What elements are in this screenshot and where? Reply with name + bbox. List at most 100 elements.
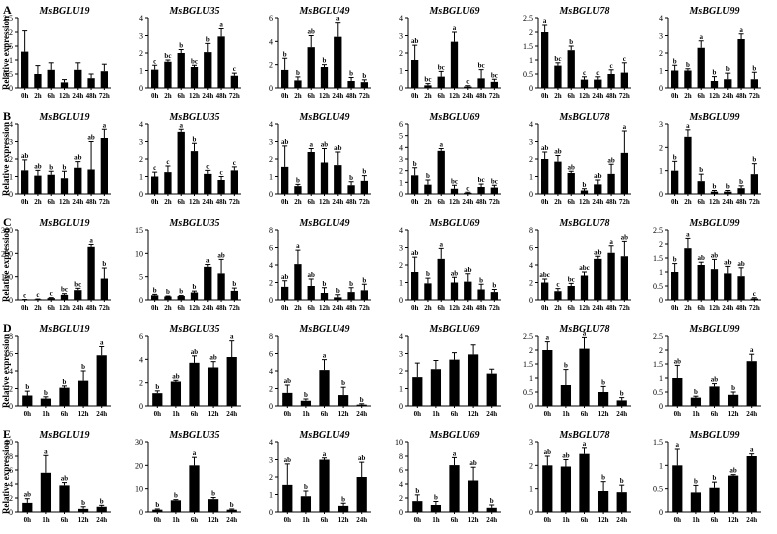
chart-D-2-xtick-label: 6h: [191, 410, 199, 418]
chart-E-1-sig-letter: a: [44, 447, 48, 455]
chart-D-5-bar: [542, 350, 553, 406]
chart-B-6-bar: [737, 188, 745, 194]
chart-C-4-xtick-label: 48h: [476, 304, 487, 312]
chart-E-3-sig-letter: b: [341, 495, 345, 503]
chart-B-5-xtick-label: 2h: [554, 198, 562, 206]
chart-D-5-xtick-label: 1h: [562, 410, 570, 418]
chart-A-2-sig-letter: bc: [164, 52, 171, 60]
chart-E-5-title: MsBGLU78: [558, 430, 609, 441]
chart-E-4-bar: [412, 501, 423, 512]
chart-D-2-ytick-label: 0: [139, 402, 143, 411]
chart-C-3-xtick-label: 48h: [346, 304, 357, 312]
chart-D-3-sig-letter: ab: [284, 377, 292, 385]
chart-A-4-ytick-label: 3: [399, 32, 403, 41]
chart-A-4-sig-letter: c: [466, 78, 469, 86]
chart-E-3-xtick-label: 1h: [302, 516, 310, 524]
chart-E-5-bar: [542, 465, 553, 512]
chart-A-3-xtick-label: 6h: [308, 92, 316, 100]
chart-B-3-xtick-label: 48h: [346, 198, 357, 206]
y-axis-label: Relative expression: [1, 440, 11, 514]
chart-E-4-ytick-label: 8: [399, 452, 403, 461]
chart-D-2-ytick-label: 4: [139, 355, 143, 364]
chart-B-5-xtick-label: 72h: [619, 198, 630, 206]
chart-B-1-bar: [60, 178, 69, 194]
chart-E-3-ytick-label: 2: [269, 473, 273, 482]
chart-A-5-ytick-label: 0.5: [523, 70, 533, 79]
chart-E-6-bar: [672, 465, 683, 512]
chart-A-4-xtick-label: 0h: [411, 92, 419, 100]
chart-B-1-xtick-label: 72h: [99, 198, 110, 206]
chart-C-2-sig-letter: b: [153, 286, 157, 294]
chart-B-2-xtick-label: 72h: [229, 198, 240, 206]
chart-E-6-ytick-label: 1: [659, 461, 663, 470]
chart-A-4-xtick-label: 2h: [424, 92, 432, 100]
chart-B-1-title: MsBGLU19: [38, 112, 89, 123]
chart-C-2-bar: [190, 292, 199, 300]
chart-E-3-sig-letter: ab: [284, 456, 292, 464]
chart-B-3-bar: [360, 180, 369, 194]
chart-C-4-xtick-label: 24h: [462, 304, 473, 312]
chart-A-5-sig-letter: a: [543, 17, 547, 25]
chart-D-1-ytick-label: 6: [9, 350, 13, 359]
chart-A-2-sig-letter: a: [219, 21, 223, 29]
chart-C-6-ytick-label: 0.5: [653, 282, 663, 291]
chart-D-5-ytick-label: 1.5: [523, 360, 533, 369]
chart-A-2-sig-letter: b: [179, 42, 183, 50]
chart-A-4-ytick-label: 1: [399, 67, 403, 76]
chart-D-1-ytick-label: 2: [9, 385, 13, 394]
chart-E-5-bar: [560, 466, 572, 512]
chart-C-5-bar: [620, 256, 629, 300]
chart-C-3-sig-letter: b: [323, 280, 327, 288]
chart-A-4-bar: [477, 78, 485, 88]
chart-D-1-xtick-label: 1h: [42, 410, 50, 418]
chart-E-1-ytick-label: 10: [5, 438, 13, 447]
chart-B-4-title: MsBGLU69: [428, 112, 479, 123]
chart-B-4-bar: [410, 175, 419, 194]
chart-D-3-xtick-label: 24h: [356, 410, 367, 418]
chart-E-5-ytick-label: 3: [529, 438, 533, 447]
chart-B-4-bar: [490, 187, 499, 194]
chart-B-4-xtick-label: 6h: [438, 198, 446, 206]
chart-B-6-sig-letter: b: [699, 166, 703, 174]
chart-C-4-bar: [410, 272, 419, 300]
chart-A-1-bar: [74, 69, 82, 88]
chart-D-4-xtick-label: 1h: [432, 410, 440, 418]
chart-B-6-ytick-label: 0: [659, 190, 663, 199]
chart-E-3-sig-letter: ab: [358, 454, 366, 462]
chart-A-4-bar: [424, 85, 432, 88]
chart-A-2-xtick-label: 6h: [178, 92, 186, 100]
chart-A-1-ytick-label: 1.5: [3, 42, 13, 51]
chart-D-1-xtick-label: 24h: [96, 410, 107, 418]
chart-C-2-sig-letter: ab: [217, 251, 225, 259]
chart-B-4-bar: [450, 188, 459, 194]
chart-C-3-ytick-label: 2: [269, 279, 273, 288]
chart-C-4-ytick-label: 0: [399, 296, 403, 305]
chart-B-2-sig-letter: c: [153, 164, 156, 172]
chart-A-4-sig-letter: bc: [491, 71, 498, 79]
chart-B-1-sig-letter: b: [49, 163, 53, 171]
chart-A-3-sig-letter: b: [362, 72, 366, 80]
chart-D-3-ytick-label: 4: [269, 367, 273, 376]
chart-B-4-bar: [477, 187, 485, 194]
chart-B-1-ytick-label: 1: [9, 173, 13, 182]
chart-E-2-bar: [189, 465, 200, 512]
chart-D-5-sig-letter: b: [564, 362, 568, 370]
chart-C-2-sig-letter: b: [179, 288, 183, 296]
chart-B-3-sig-letter: a: [309, 141, 313, 149]
chart-D-1-title: MsBGLU19: [38, 324, 89, 335]
chart-B-1-sig-letter: ab: [21, 152, 29, 160]
chart-B-1-bar: [20, 170, 29, 194]
chart-A-1-xtick-label: 24h: [72, 92, 83, 100]
chart-B-1-bar: [47, 174, 55, 194]
chart-A-4-bar: [437, 76, 445, 88]
chart-A-5-sig-letter: b: [569, 38, 573, 46]
chart-C-1-ytick-label: 300: [1, 226, 13, 235]
chart-D-3-sig-letter: b: [304, 391, 308, 399]
chart-A-6-ytick-label: 2: [659, 49, 663, 58]
chart-A-5-bar: [580, 79, 589, 88]
chart-C-1-bar: [74, 290, 82, 300]
chart-B-3-bar: [294, 186, 302, 194]
chart-D-3-bar: [300, 400, 312, 406]
chart-B-1-sig-letter: ab: [34, 162, 42, 170]
chart-A-3-bar: [307, 47, 315, 88]
